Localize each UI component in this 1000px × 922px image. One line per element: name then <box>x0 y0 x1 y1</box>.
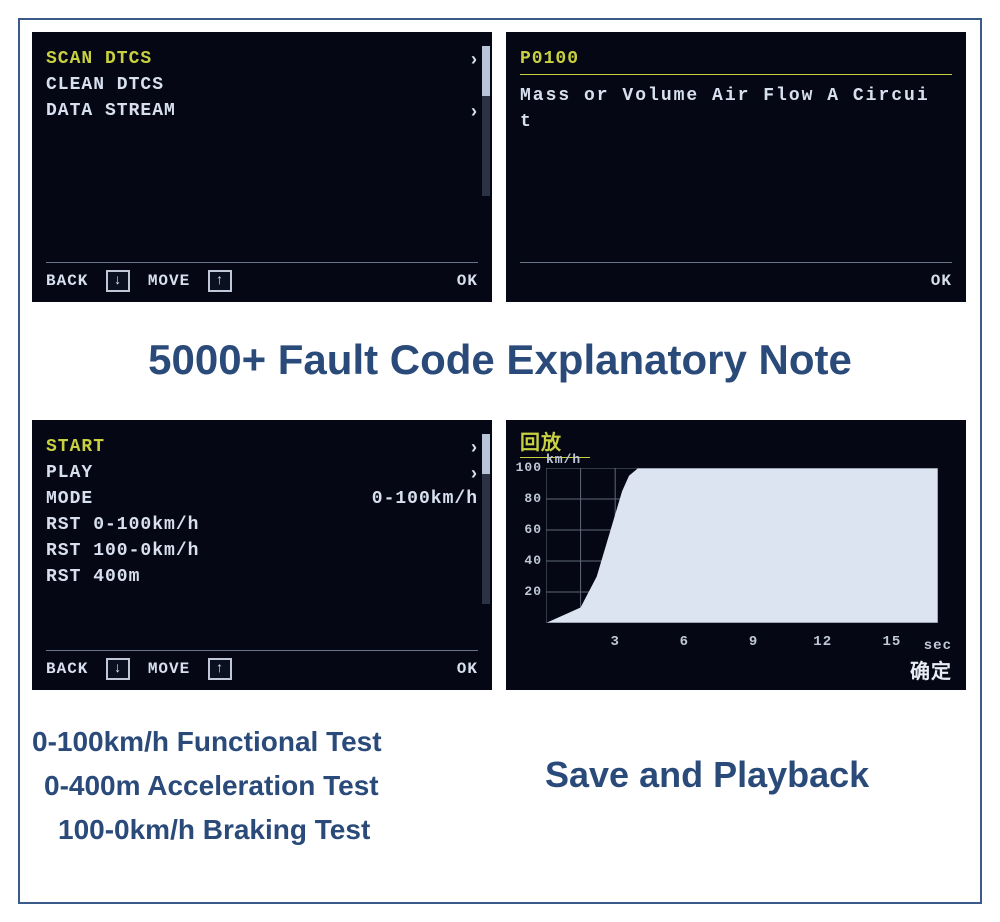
back-button[interactable]: BACK <box>46 272 88 290</box>
menu-label: CLEAN DTCS <box>46 72 164 98</box>
x-tick-label: 12 <box>813 634 833 650</box>
y-tick-label: 40 <box>514 553 542 568</box>
x-axis-unit: sec <box>924 638 952 654</box>
x-tick-label: 15 <box>882 634 902 650</box>
screen-playback-chart: 回放 km/h 20406080100 3691215 sec 确定 <box>506 420 966 690</box>
menu-item-rst-100-0[interactable]: RST 100-0km/h <box>46 538 478 564</box>
up-key-icon[interactable]: ↑ <box>208 658 231 680</box>
y-axis-unit: km/h <box>546 452 581 467</box>
menu-label: DATA STREAM <box>46 98 176 124</box>
caption-test-line3: 100-0km/h Braking Test <box>32 808 382 852</box>
menu-list: START › PLAY › MODE 0-100km/h RST 0-100k… <box>32 420 492 590</box>
x-tick-label: 3 <box>605 634 625 650</box>
outer-frame: SCAN DTCS › CLEAN DTCS DATA STREAM › BAC… <box>18 18 982 904</box>
y-tick-label: 60 <box>514 522 542 537</box>
scrollbar-thumb[interactable] <box>482 46 490 96</box>
caption-tests: 0-100km/h Functional Test 0-400m Acceler… <box>32 720 382 852</box>
footer-bar: OK <box>520 262 952 292</box>
caption-playback: Save and Playback <box>545 754 869 796</box>
menu-label: MODE <box>46 486 93 512</box>
dtc-description-line1: Mass or Volume Air Flow A Circui <box>520 83 952 109</box>
menu-value: 0-100km/h <box>372 486 478 512</box>
y-tick-label: 100 <box>514 460 542 475</box>
x-tick-label: 9 <box>744 634 764 650</box>
move-label: MOVE <box>148 272 190 290</box>
confirm-button[interactable]: 确定 <box>910 655 952 684</box>
down-key-icon[interactable]: ↓ <box>106 270 129 292</box>
caption-test-line1: 0-100km/h Functional Test <box>32 720 382 764</box>
menu-list: SCAN DTCS › CLEAN DTCS DATA STREAM › <box>32 32 492 124</box>
up-key-icon[interactable]: ↑ <box>208 270 231 292</box>
footer-bar: BACK ↓ MOVE ↑ OK <box>46 650 478 680</box>
menu-item-clean-dtcs[interactable]: CLEAN DTCS <box>46 72 478 98</box>
footer-bar: BACK ↓ MOVE ↑ OK <box>46 262 478 292</box>
caption-test-line2: 0-400m Acceleration Test <box>32 764 382 808</box>
chevron-right-icon: › <box>471 46 478 72</box>
move-label: MOVE <box>148 660 190 678</box>
caption-fault-code: 5000+ Fault Code Explanatory Note <box>50 336 950 384</box>
screen-diagnostic-menu: SCAN DTCS › CLEAN DTCS DATA STREAM › BAC… <box>32 32 492 302</box>
scrollbar <box>482 434 490 604</box>
menu-item-mode[interactable]: MODE 0-100km/h <box>46 486 478 512</box>
menu-label: SCAN DTCS <box>46 46 152 72</box>
menu-item-start[interactable]: START › <box>46 434 478 460</box>
speed-time-chart <box>546 468 938 623</box>
menu-item-data-stream[interactable]: DATA STREAM › <box>46 98 478 124</box>
screen-test-menu: START › PLAY › MODE 0-100km/h RST 0-100k… <box>32 420 492 690</box>
scrollbar <box>482 46 490 196</box>
screen-dtc-detail: P0100 Mass or Volume Air Flow A Circui t… <box>506 32 966 302</box>
menu-label: PLAY <box>46 460 93 486</box>
back-button[interactable]: BACK <box>46 660 88 678</box>
down-key-icon[interactable]: ↓ <box>106 658 129 680</box>
dtc-description-line2: t <box>520 109 952 135</box>
x-tick-label: 6 <box>674 634 694 650</box>
ok-button[interactable]: OK <box>457 660 478 678</box>
dtc-code: P0100 <box>520 46 952 72</box>
menu-item-scan-dtcs[interactable]: SCAN DTCS › <box>46 46 478 72</box>
chevron-right-icon: › <box>471 460 478 486</box>
y-tick-label: 80 <box>514 491 542 506</box>
ok-button[interactable]: OK <box>457 272 478 290</box>
menu-item-play[interactable]: PLAY › <box>46 460 478 486</box>
menu-label: RST 0-100km/h <box>46 512 199 538</box>
menu-label: START <box>46 434 105 460</box>
menu-label: RST 100-0km/h <box>46 538 199 564</box>
y-tick-label: 20 <box>514 584 542 599</box>
divider <box>520 74 952 75</box>
chevron-right-icon: › <box>471 434 478 460</box>
chevron-right-icon: › <box>471 98 478 124</box>
scrollbar-thumb[interactable] <box>482 434 490 474</box>
ok-button[interactable]: OK <box>931 272 952 290</box>
menu-label: RST 400m <box>46 564 140 590</box>
menu-item-rst-400m[interactable]: RST 400m <box>46 564 478 590</box>
menu-item-rst-0-100[interactable]: RST 0-100km/h <box>46 512 478 538</box>
